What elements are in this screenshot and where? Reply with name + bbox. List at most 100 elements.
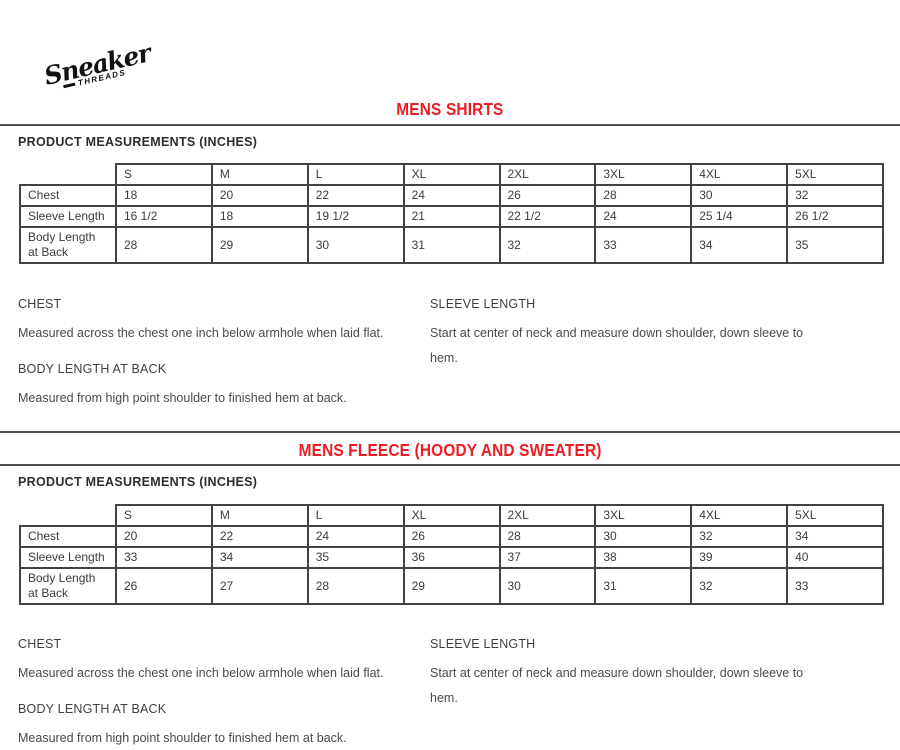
definition-term: BODY LENGTH AT BACK <box>18 702 167 716</box>
table-row-body-length: Body Length at Back 26 27 28 29 30 31 32… <box>19 567 884 605</box>
definitions-right-column: SLEEVE LENGTH Start at center of neck an… <box>430 297 830 427</box>
row-label: Chest <box>19 184 117 207</box>
size-column-header: 4XL <box>690 163 789 186</box>
table-header-row: S M L XL 2XL 3XL 4XL 5XL <box>20 504 884 527</box>
divider <box>0 464 900 466</box>
definition-term: SLEEVE LENGTH <box>430 297 536 311</box>
definition-term: CHEST <box>18 637 62 651</box>
size-column-header: 3XL <box>594 504 693 527</box>
size-column-header: XL <box>402 504 501 527</box>
definitions-left-column: CHEST Measured across the chest one inch… <box>18 297 430 427</box>
measurement-cell: 29 <box>402 567 501 605</box>
measurement-cell: 26 1/2 <box>786 205 884 228</box>
definitions-left-column: CHEST Measured across the chest one inch… <box>18 637 430 750</box>
measurement-cell: 24 <box>594 205 693 228</box>
measurement-cell: 24 <box>306 525 405 548</box>
measurements-heading: PRODUCT MEASUREMENTS (INCHES) <box>18 135 258 149</box>
size-column-header: 3XL <box>594 163 693 186</box>
measurement-cell: 21 <box>402 205 501 228</box>
measurement-definitions: CHEST Measured across the chest one inch… <box>18 297 882 427</box>
measurement-cell: 28 <box>306 567 405 605</box>
size-column-header: 4XL <box>690 504 789 527</box>
table-row-chest: Chest 18 20 22 24 26 28 30 32 <box>19 184 884 207</box>
measurement-cell: 30 <box>306 226 405 264</box>
definition-text: Start at center of neck and measure down… <box>430 666 804 705</box>
brand-logo: Sneaker THREADS <box>41 38 154 94</box>
measurement-cell: 18 <box>210 205 309 228</box>
measurement-cell: 33 <box>115 546 213 569</box>
measurement-cell: 22 <box>306 184 405 207</box>
corner-cell <box>20 164 116 185</box>
measurement-cell: 39 <box>690 546 789 569</box>
table-row-chest: Chest 20 22 24 26 28 30 32 34 <box>19 525 884 548</box>
definition-term: BODY LENGTH AT BACK <box>18 362 167 376</box>
row-label: Body Length at Back <box>19 226 117 264</box>
size-column-header: 5XL <box>786 504 884 527</box>
measurement-cell: 40 <box>786 546 884 569</box>
measurement-cell: 26 <box>115 567 213 605</box>
size-column-header: 5XL <box>786 163 884 186</box>
table-row-sleeve-length: Sleeve Length 33 34 35 36 37 38 39 40 <box>19 546 884 569</box>
size-table-fleece: S M L XL 2XL 3XL 4XL 5XL Chest 20 22 24 … <box>19 504 884 605</box>
measurement-cell: 34 <box>690 226 789 264</box>
measurement-cell: 28 <box>594 184 693 207</box>
definitions-right-column: SLEEVE LENGTH Start at center of neck an… <box>430 637 830 750</box>
measurement-cell: 31 <box>594 567 693 605</box>
measurement-cell: 28 <box>115 226 213 264</box>
section-title-mens-fleece: MENS FLEECE (HOODY AND SWEATER) <box>298 440 602 460</box>
measurement-cell: 16 1/2 <box>115 205 213 228</box>
measurement-cell: 18 <box>115 184 213 207</box>
row-label: Chest <box>19 525 117 548</box>
size-column-header: S <box>115 504 213 527</box>
definition-text: Measured across the chest one inch below… <box>18 666 384 680</box>
measurement-cell: 32 <box>786 184 884 207</box>
measurement-cell: 32 <box>690 567 789 605</box>
size-column-header: M <box>210 504 309 527</box>
definition-text: Start at center of neck and measure down… <box>430 326 804 365</box>
measurement-cell: 33 <box>786 567 884 605</box>
measurement-cell: 20 <box>115 525 213 548</box>
measurement-cell: 37 <box>498 546 597 569</box>
measurement-cell: 26 <box>498 184 597 207</box>
measurement-cell: 30 <box>690 184 789 207</box>
measurement-cell: 26 <box>402 525 501 548</box>
size-column-header: L <box>306 163 405 186</box>
table-header-row: S M L XL 2XL 3XL 4XL 5XL <box>20 163 884 186</box>
divider <box>0 124 900 126</box>
measurement-cell: 33 <box>594 226 693 264</box>
measurement-cell: 25 1/4 <box>690 205 789 228</box>
measurement-cell: 19 1/2 <box>306 205 405 228</box>
measurement-cell: 22 <box>210 525 309 548</box>
row-label: Body Length at Back <box>19 567 117 605</box>
table-row-body-length: Body Length at Back 28 29 30 31 32 33 34… <box>19 226 884 264</box>
size-column-header: M <box>210 163 309 186</box>
section-title-mens-shirts: MENS SHIRTS <box>396 99 504 119</box>
measurement-cell: 22 1/2 <box>498 205 597 228</box>
size-column-header: S <box>115 163 213 186</box>
measurement-cell: 24 <box>402 184 501 207</box>
measurement-cell: 30 <box>498 567 597 605</box>
table-row-sleeve-length: Sleeve Length 16 1/2 18 19 1/2 21 22 1/2… <box>19 205 884 228</box>
size-table-shirts: S M L XL 2XL 3XL 4XL 5XL Chest 18 20 22 … <box>19 163 884 264</box>
measurements-heading: PRODUCT MEASUREMENTS (INCHES) <box>18 475 258 489</box>
size-column-header: L <box>306 504 405 527</box>
definition-term: CHEST <box>18 297 62 311</box>
measurement-cell: 30 <box>594 525 693 548</box>
measurement-cell: 32 <box>498 226 597 264</box>
measurement-cell: 35 <box>786 226 884 264</box>
measurement-cell: 28 <box>498 525 597 548</box>
measurement-cell: 27 <box>210 567 309 605</box>
corner-cell <box>20 505 116 526</box>
measurement-cell: 31 <box>402 226 501 264</box>
row-label: Sleeve Length <box>19 546 117 569</box>
definition-text: Measured across the chest one inch below… <box>18 326 384 340</box>
measurement-definitions: CHEST Measured across the chest one inch… <box>18 637 882 750</box>
size-column-header: 2XL <box>498 163 597 186</box>
definition-text: Measured from high point shoulder to fin… <box>18 391 347 405</box>
divider <box>0 431 900 433</box>
measurement-cell: 34 <box>786 525 884 548</box>
definition-text: Measured from high point shoulder to fin… <box>18 731 347 745</box>
measurement-cell: 29 <box>210 226 309 264</box>
size-column-header: 2XL <box>498 504 597 527</box>
